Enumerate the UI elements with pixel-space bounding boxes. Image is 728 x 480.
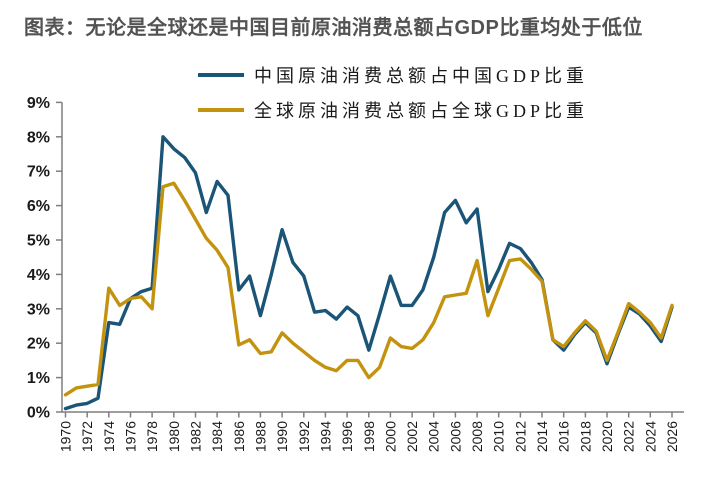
y-tick-label: 4% [27, 267, 50, 284]
x-tick-label: 1978 [144, 421, 160, 452]
y-tick-label: 9% [27, 95, 50, 112]
x-tick-label: 2018 [577, 421, 593, 452]
legend-line-swatch [198, 73, 244, 77]
x-tick-label: 1984 [209, 421, 225, 452]
x-tick-label: 1994 [317, 421, 333, 452]
x-tick-label: 2000 [382, 421, 398, 452]
y-tick-label: 5% [27, 233, 50, 250]
x-tick-label: 1974 [101, 421, 117, 452]
series-line-global [63, 181, 674, 397]
x-tick-label: 2016 [556, 421, 572, 452]
x-tick-label: 2006 [447, 421, 463, 452]
x-tick-label: 2022 [621, 421, 637, 452]
y-tick-label: 2% [27, 336, 50, 353]
x-tick-label: 2012 [512, 421, 528, 452]
y-tick-label: 7% [27, 164, 50, 181]
legend-label: 中国原油消费总额占中国GDP比重 [254, 66, 589, 86]
x-tick-label: 2002 [404, 421, 420, 452]
x-tick-label: 1976 [123, 421, 139, 452]
x-axis: 1970 1972 1974 1976 1978 1980 1982 1984 1986 1988… [58, 412, 680, 452]
x-tick-label: 1980 [166, 421, 182, 452]
x-tick-label: 1986 [231, 421, 247, 452]
y-tick-label: 3% [27, 301, 50, 318]
x-tick-label: 2024 [642, 421, 658, 452]
x-tick-label: 2008 [469, 421, 485, 452]
x-tick-label: 2004 [426, 421, 442, 452]
x-tick-label: 1972 [79, 421, 95, 452]
x-tick-label: 2026 [664, 421, 680, 452]
legend-item-0: 中国原油消费总额占中国GDP比重 [198, 64, 588, 86]
x-tick-label: 1990 [274, 421, 290, 452]
y-axis: 0% 1% 2% 3% 4% 5% 6% 7% 8% 9% [27, 95, 62, 422]
x-tick-label: 1992 [296, 421, 312, 452]
y-tick-label: 0% [27, 405, 50, 422]
legend-label: 全球原油消费总额占全球GDP比重 [254, 101, 589, 121]
x-tick-label: 1970 [58, 421, 74, 452]
legend-line-swatch [198, 108, 244, 112]
chart-title: 图表：无论是全球还是中国目前原油消费总额占GDP比重均处于低位 [24, 17, 643, 39]
x-tick-label: 1998 [361, 421, 377, 452]
x-tick-label: 1988 [252, 421, 268, 452]
y-tick-label: 6% [27, 198, 50, 215]
y-tick-label: 1% [27, 370, 50, 387]
x-tick-label: 2010 [491, 421, 507, 452]
x-tick-label: 2020 [599, 421, 615, 452]
legend-item-1: 全球原油消费总额占全球GDP比重 [198, 99, 588, 121]
x-tick-label: 2014 [534, 421, 550, 452]
x-tick-label: 1996 [339, 421, 355, 452]
legend: 中国原油消费总额占中国GDP比重 全球原油消费总额占全球GDP比重 [198, 64, 588, 134]
y-tick-label: 8% [27, 129, 50, 146]
x-tick-label: 1982 [188, 421, 204, 452]
